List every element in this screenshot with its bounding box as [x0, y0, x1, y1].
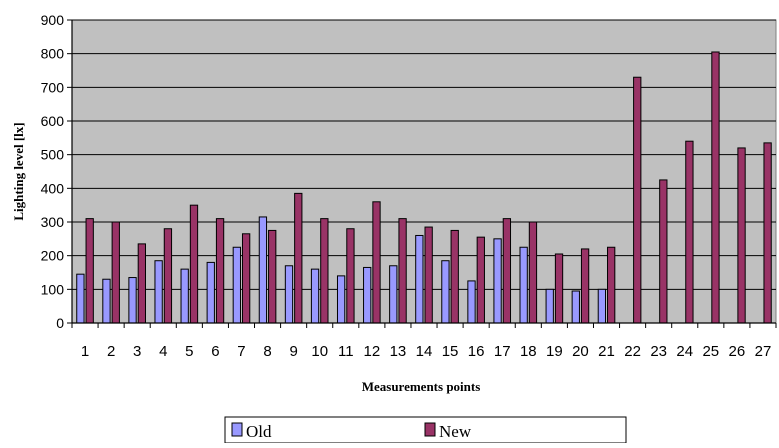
x-tick-label: 9: [289, 343, 297, 360]
bar-old-12: [363, 266, 372, 324]
x-tick-label: 8: [263, 343, 271, 360]
plot-background: [71, 19, 777, 324]
bar-new-16: [476, 236, 485, 324]
bar-new-15: [450, 229, 459, 324]
bar-new-8: [268, 229, 277, 324]
x-tick-label: 27: [755, 343, 772, 360]
x-tick-label: 5: [185, 343, 193, 360]
bar-old-10: [310, 268, 320, 324]
bar-new-21: [607, 246, 616, 324]
bar-new-9: [294, 192, 303, 324]
x-tick-label: 20: [572, 343, 589, 360]
bar-new-3: [137, 243, 146, 324]
x-axis-title: Measurements points: [362, 379, 481, 394]
bar-old-13: [389, 265, 398, 324]
bar-new-14: [424, 226, 433, 324]
bar-old-4: [154, 260, 163, 324]
bar-new-7: [241, 233, 251, 324]
bar-old-18: [519, 246, 528, 324]
x-tick-label: 14: [416, 343, 433, 360]
bar-new-2: [111, 221, 120, 324]
legend-label-new: New: [439, 422, 472, 441]
x-tick-label: 2: [107, 343, 115, 360]
x-tick-label: 11: [338, 343, 354, 360]
bar-new-19: [554, 253, 564, 324]
y-tick-label: 200: [41, 248, 65, 264]
y-tick-label: 300: [41, 214, 65, 230]
bar-new-4: [163, 228, 173, 324]
bar-new-26: [737, 147, 746, 324]
bar-old-20: [571, 290, 580, 324]
y-axis-title: Lighting level [lx]: [11, 122, 26, 220]
bar-new-11: [346, 228, 355, 324]
x-tick-label: 25: [702, 343, 719, 360]
y-tick-label: 0: [56, 315, 64, 331]
bar-new-25: [711, 51, 720, 324]
bar-old-11: [336, 275, 346, 324]
x-tick-label: 24: [676, 343, 693, 360]
bar-old-19: [545, 288, 554, 324]
x-tick-label: 17: [494, 343, 511, 360]
x-tick-label: 10: [311, 343, 328, 360]
bar-new-13: [398, 218, 407, 324]
bar-old-5: [180, 268, 189, 324]
bar-old-8: [258, 216, 268, 324]
bar-old-3: [128, 277, 137, 324]
bar-new-12: [372, 201, 381, 324]
bar-new-6: [215, 218, 225, 324]
x-tick-label: 6: [211, 343, 219, 360]
y-tick-label: 700: [41, 79, 65, 95]
y-tick-label: 900: [41, 12, 65, 28]
bar-old-6: [206, 261, 215, 324]
bar-old-2: [102, 278, 111, 324]
legend: Old New: [224, 416, 627, 444]
x-tick-label: 15: [442, 343, 459, 360]
y-tick-label: 100: [41, 281, 65, 297]
y-tick-label: 400: [41, 180, 65, 196]
bar-old-17: [493, 238, 502, 324]
bar-old-16: [467, 280, 476, 324]
bar-new-22: [633, 76, 642, 324]
legend-swatch-new: [424, 422, 436, 437]
bar-new-5: [189, 204, 199, 324]
plot-area: [71, 19, 777, 324]
bar-new-1: [85, 218, 94, 324]
x-tick-label: 4: [159, 343, 167, 360]
y-tick-label: 800: [41, 46, 65, 62]
bar-new-10: [320, 218, 329, 324]
y-tick-label: 600: [41, 113, 65, 129]
bar-old-7: [232, 246, 241, 324]
x-tick-label: 26: [729, 343, 746, 360]
x-tick-label: 22: [624, 343, 641, 360]
bar-new-24: [685, 140, 694, 324]
x-tick-label: 13: [390, 343, 407, 360]
x-tick-label: 3: [133, 343, 141, 360]
x-tick-label: 7: [237, 343, 245, 360]
bar-old-1: [76, 273, 85, 324]
bar-old-21: [597, 288, 607, 324]
x-tick-label: 19: [546, 343, 563, 360]
bar-new-17: [502, 218, 512, 324]
x-tick-label: 18: [520, 343, 537, 360]
legend-swatch-old: [231, 422, 243, 437]
bar-old-15: [441, 260, 450, 324]
bar-new-20: [580, 248, 590, 324]
y-tick-label: 500: [41, 147, 65, 163]
legend-label-old: Old: [246, 422, 272, 441]
bar-old-9: [284, 265, 294, 324]
x-tick-label: 23: [650, 343, 667, 360]
bar-old-14: [415, 234, 424, 324]
x-tick-label: 21: [598, 343, 615, 360]
bar-new-27: [763, 142, 772, 324]
x-tick-label: 12: [364, 343, 381, 360]
x-tick-label: 16: [468, 343, 485, 360]
bar-new-23: [659, 179, 668, 324]
x-tick-label: 1: [81, 343, 89, 360]
bar-new-18: [528, 221, 538, 324]
